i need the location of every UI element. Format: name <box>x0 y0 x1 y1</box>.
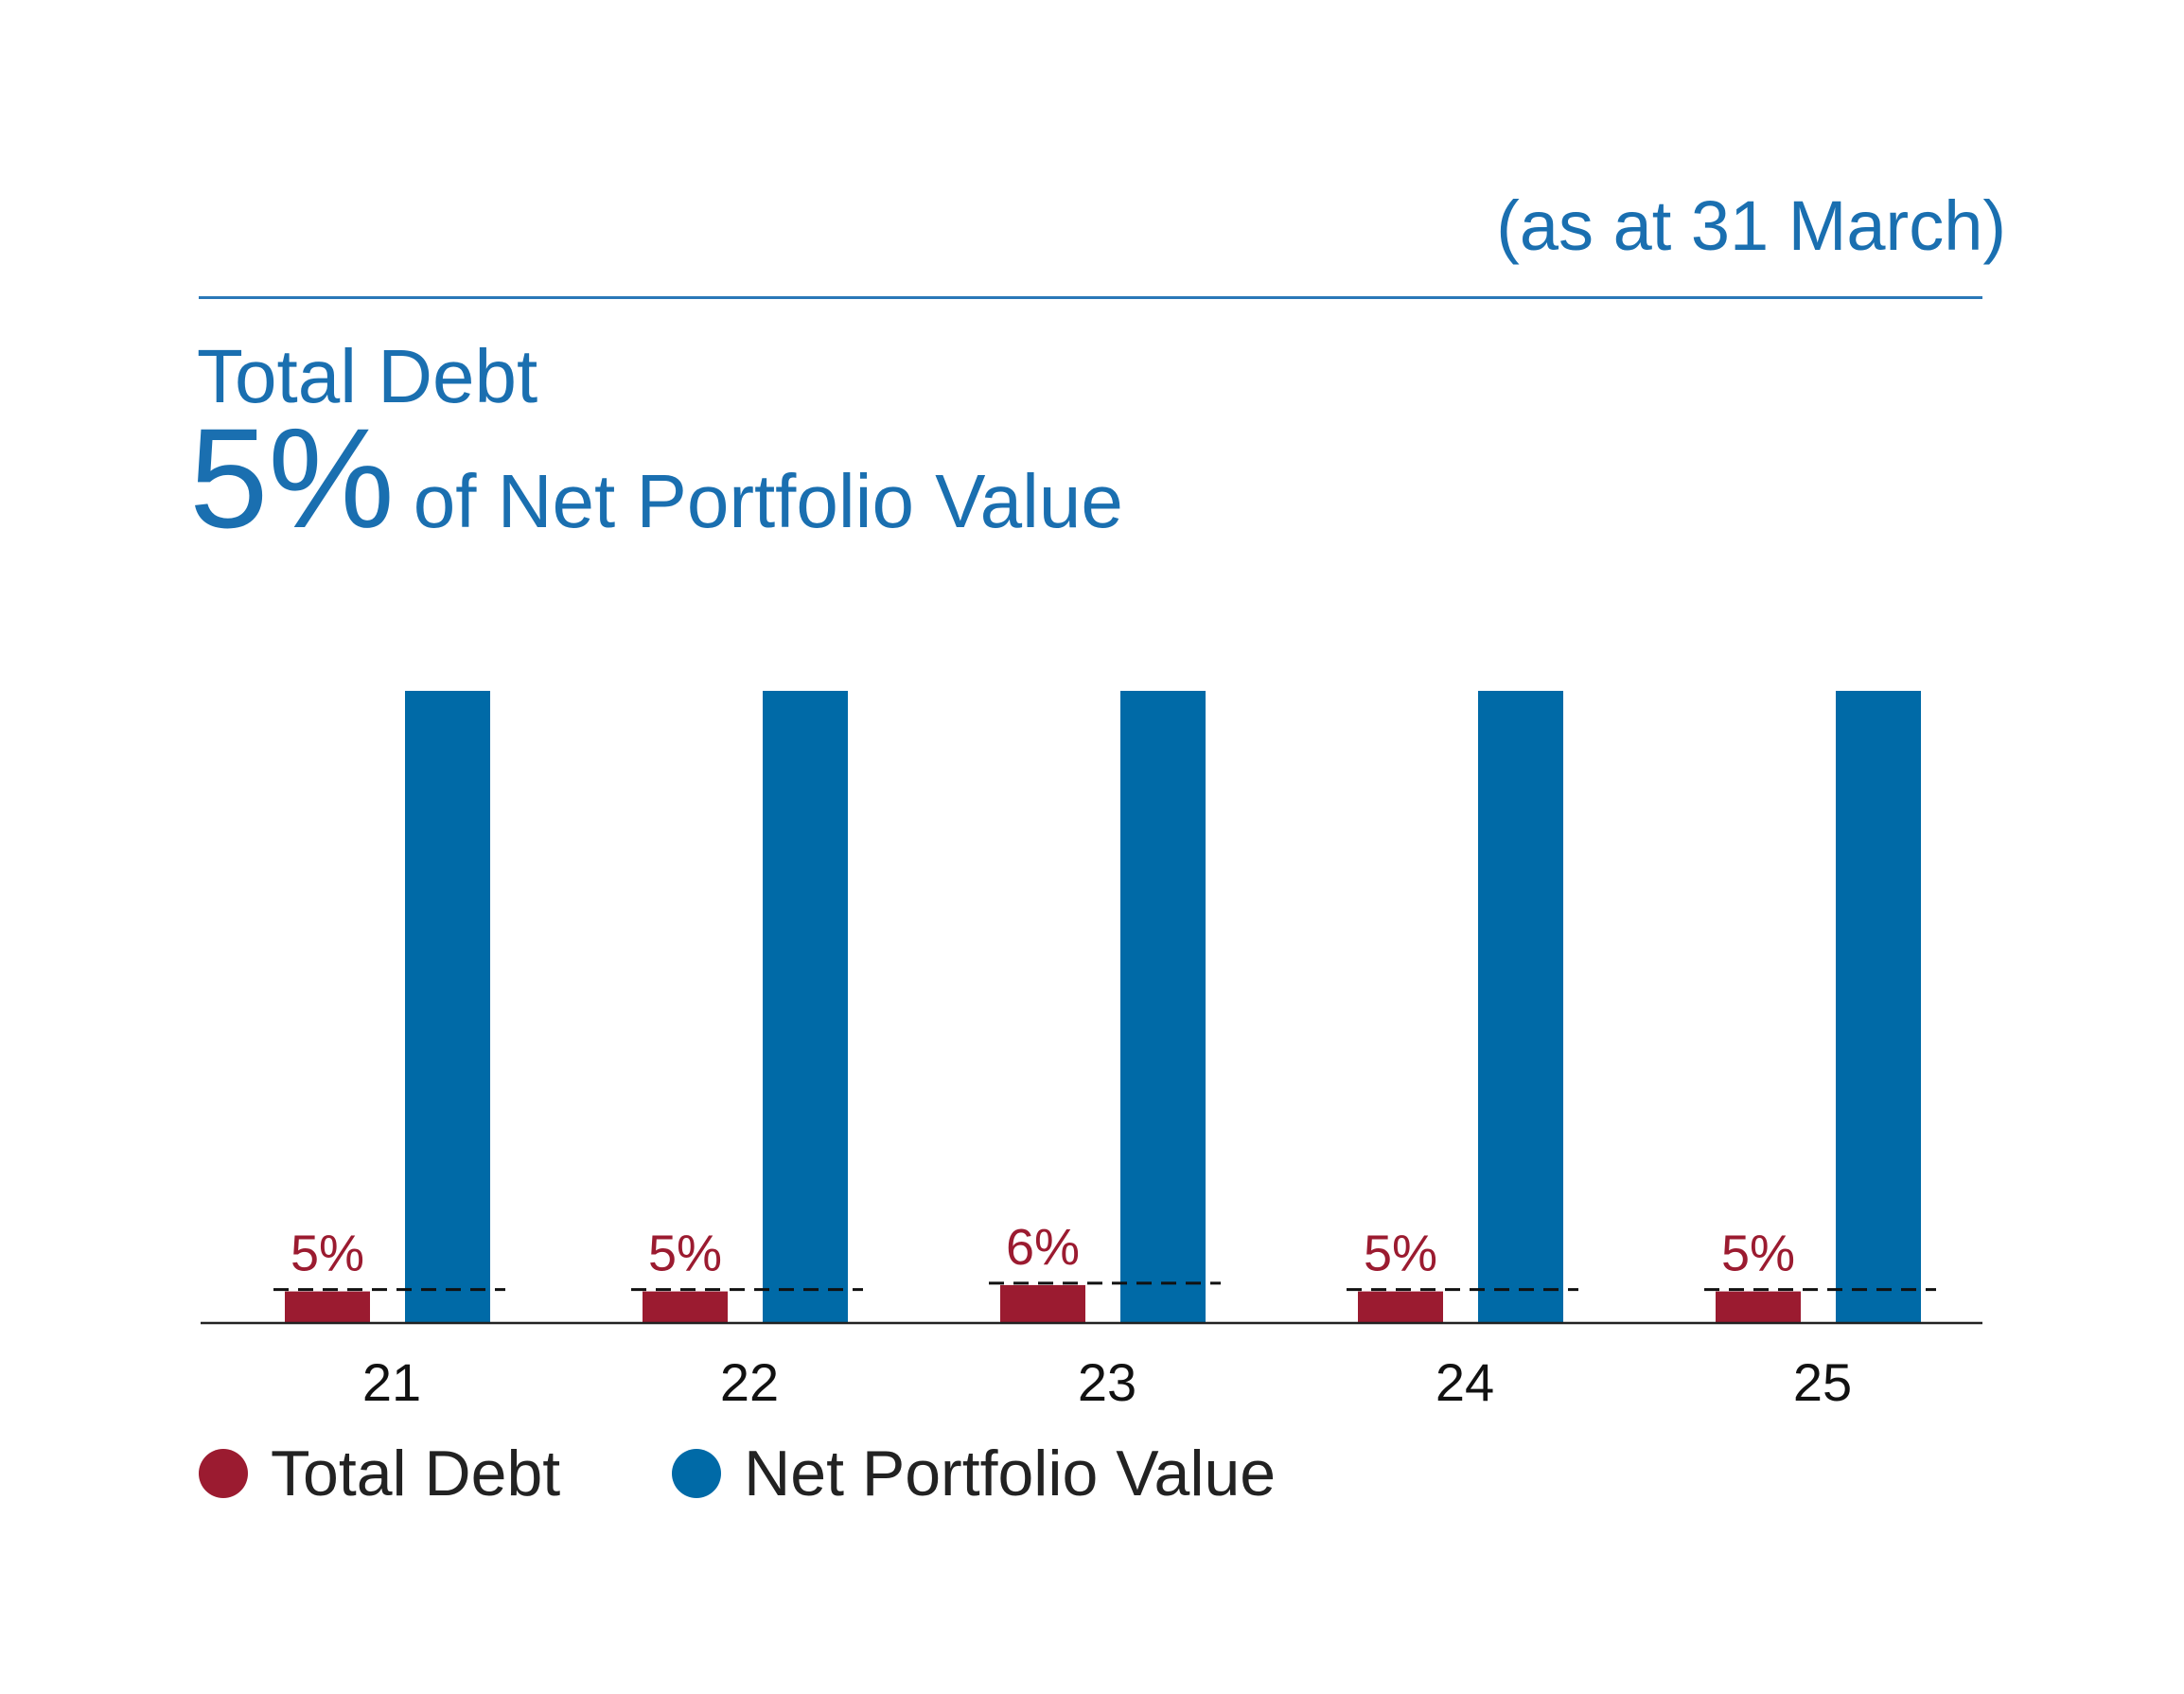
data-label-total-debt: 6% <box>1006 1219 1080 1276</box>
header-divider <box>199 296 1982 299</box>
x-tick-label: 22 <box>720 1352 779 1412</box>
bar-total-debt <box>643 1291 728 1323</box>
legend-item-net-portfolio-value: Net Portfolio Value <box>672 1437 1276 1510</box>
bar-net-portfolio-value <box>763 691 848 1323</box>
x-tick-label: 23 <box>1078 1352 1136 1412</box>
legend-label-total-debt: Total Debt <box>271 1438 561 1509</box>
legend-item-total-debt: Total Debt <box>199 1437 560 1510</box>
as-at-date: (as at 31 March) <box>1496 186 2006 265</box>
legend-swatch-net-portfolio-value <box>672 1449 722 1498</box>
bar-net-portfolio-value <box>1478 691 1563 1323</box>
x-tick-label: 21 <box>362 1352 421 1412</box>
metric-suffix: of Net Portfolio Value <box>413 459 1123 543</box>
x-tick-label: 24 <box>1435 1352 1494 1412</box>
bar-net-portfolio-value <box>1120 691 1206 1323</box>
bar-net-portfolio-value <box>405 691 490 1323</box>
legend-label-net-portfolio-value: Net Portfolio Value <box>744 1438 1277 1509</box>
chart-legend: Total Debt Net Portfolio Value <box>199 1437 1387 1510</box>
data-label-total-debt: 5% <box>1364 1226 1437 1282</box>
data-label-total-debt: 5% <box>1721 1226 1795 1282</box>
bar-net-portfolio-value <box>1836 691 1921 1323</box>
bar-total-debt <box>285 1291 370 1323</box>
x-tick-label: 25 <box>1793 1352 1852 1412</box>
legend-swatch-total-debt <box>199 1449 248 1498</box>
metric-value: 5% <box>189 398 395 557</box>
bar-total-debt <box>1358 1291 1443 1323</box>
data-label-total-debt: 5% <box>291 1226 364 1282</box>
data-label-total-debt: 5% <box>648 1226 722 1282</box>
metric-headline: 5% of Net Portfolio Value <box>189 407 1123 549</box>
bar-total-debt <box>1000 1284 1085 1323</box>
bar-total-debt <box>1716 1291 1801 1323</box>
metric-label: Total Debt <box>197 334 538 418</box>
